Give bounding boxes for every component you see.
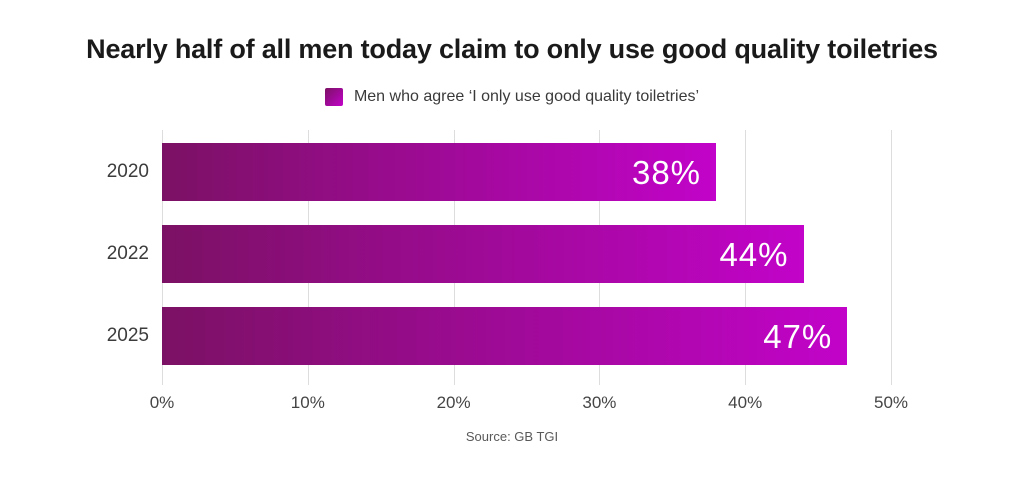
bar: 47% xyxy=(162,307,848,365)
bar-value-label: 44% xyxy=(719,235,789,273)
x-tick-label: 30% xyxy=(582,393,617,412)
x-tick-label: 10% xyxy=(290,393,325,412)
bar: 44% xyxy=(162,225,804,283)
plot-area: 0% 10% 20% 30% 40% 50% 2020 38% 2022 44% 2025 47% xyxy=(107,130,908,412)
bar-value-label: 38% xyxy=(631,153,702,191)
bar-row: 2022 44% xyxy=(107,225,891,283)
x-tick-label: 0% xyxy=(149,393,175,412)
chart-title: Nearly half of all men today claim to on… xyxy=(86,34,938,64)
y-axis-label: 2022 xyxy=(106,243,149,264)
bar: 38% xyxy=(162,143,717,201)
y-axis-label: 2025 xyxy=(106,325,149,346)
legend: Men who agree ‘I only use good quality t… xyxy=(0,88,1024,106)
bar-value-label: 47% xyxy=(763,317,833,355)
legend-swatch xyxy=(324,88,343,106)
y-axis-label: 2020 xyxy=(106,161,149,182)
x-tick-label: 40% xyxy=(728,393,763,412)
bar-row: 2025 47% xyxy=(107,307,891,365)
bar-row: 2020 38% xyxy=(107,143,891,201)
legend-label: Men who agree ‘I only use good quality t… xyxy=(353,88,700,105)
source-note: Source: GB TGI xyxy=(465,429,559,444)
x-tick-label: 20% xyxy=(436,393,471,412)
gridline xyxy=(891,130,892,385)
x-tick-label: 50% xyxy=(873,393,909,412)
